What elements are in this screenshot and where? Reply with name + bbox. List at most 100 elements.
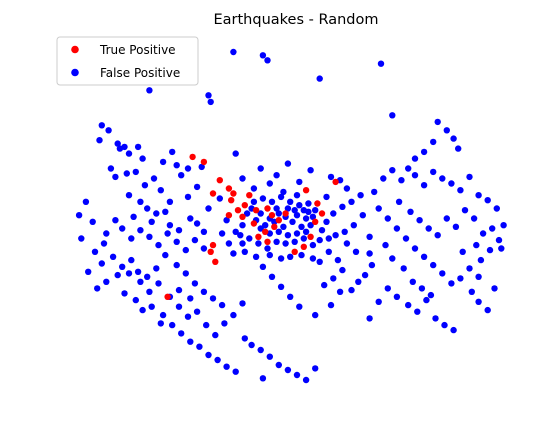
point-false-positive-261 (193, 183, 201, 191)
point-false-positive-174 (432, 315, 439, 322)
point-false-positive-251 (173, 238, 180, 245)
point-false-positive-58 (232, 228, 239, 235)
point-false-positive-266 (203, 321, 210, 329)
point-false-positive-250 (164, 230, 171, 237)
point-false-positive-247 (137, 227, 144, 234)
point-false-positive-165 (455, 145, 462, 152)
point-false-positive-258 (148, 218, 155, 225)
point-false-positive-297 (296, 303, 303, 310)
point-false-positive-95 (241, 335, 248, 342)
point-false-positive-292 (382, 241, 389, 249)
point-false-positive-268 (221, 320, 228, 327)
point-false-positive-200 (302, 215, 310, 222)
point-false-positive-125 (411, 172, 419, 179)
point-false-positive-233 (325, 235, 332, 242)
point-false-positive-172 (414, 308, 421, 315)
point-false-positive-81 (94, 285, 101, 292)
point-false-positive-28 (284, 160, 292, 167)
point-false-positive-248 (146, 233, 153, 240)
point-false-positive-14 (121, 143, 128, 151)
point-false-positive-178 (366, 315, 373, 322)
point-false-positive-191 (287, 198, 294, 205)
legend-marker-false-positive (71, 68, 79, 77)
point-false-positive-78 (218, 301, 226, 309)
point-false-positive-126 (420, 182, 428, 189)
point-false-positive-259 (166, 198, 174, 205)
point-false-positive-55 (205, 205, 212, 212)
point-false-positive-5 (146, 87, 153, 94)
point-false-positive-10 (105, 127, 112, 134)
point-false-positive-16 (134, 143, 142, 151)
point-false-positive-119 (366, 233, 373, 240)
point-false-positive-289 (418, 285, 426, 292)
point-false-positive-65 (100, 240, 108, 247)
point-false-positive-7 (207, 98, 214, 106)
point-false-positive-42 (141, 182, 149, 189)
point-false-positive-117 (350, 222, 357, 229)
point-false-positive-97 (257, 346, 264, 354)
point-false-positive-221 (239, 222, 246, 229)
point-false-positive-8 (389, 112, 396, 119)
point-true-positive-9 (234, 207, 242, 214)
point-false-positive-96 (248, 341, 255, 349)
point-false-positive-85 (148, 303, 155, 310)
point-false-positive-206 (289, 218, 296, 225)
point-false-positive-152 (416, 217, 423, 224)
point-false-positive-37 (323, 193, 330, 201)
point-false-positive-38 (107, 165, 115, 172)
point-false-positive-30 (307, 167, 314, 174)
point-false-positive-235 (218, 230, 226, 237)
point-false-positive-195 (257, 210, 264, 217)
point-false-positive-53 (193, 220, 201, 227)
point-false-positive-41 (132, 168, 139, 176)
point-false-positive-72 (162, 251, 169, 259)
point-false-positive-227 (282, 240, 289, 247)
point-false-positive-99 (275, 361, 282, 369)
point-false-positive-51 (175, 227, 183, 234)
point-false-positive-231 (318, 227, 326, 234)
point-false-positive-298 (287, 293, 294, 300)
point-false-positive-285 (459, 248, 466, 255)
point-false-positive-110 (361, 271, 369, 279)
point-false-positive-154 (434, 232, 441, 239)
legend-marker-true-positive (71, 45, 79, 54)
point-false-positive-86 (159, 311, 167, 319)
legend-frame (56, 36, 199, 86)
point-false-positive-139 (466, 265, 473, 272)
point-false-positive-155 (443, 215, 450, 222)
point-false-positive-69 (134, 268, 142, 275)
point-false-positive-134 (493, 205, 500, 212)
point-false-positive-228 (291, 238, 298, 245)
point-false-positive-274 (157, 320, 164, 327)
point-false-positive-39 (112, 173, 119, 181)
point-false-positive-147 (393, 225, 401, 232)
point-false-positive-84 (139, 306, 146, 314)
point-false-positive-254 (200, 245, 208, 252)
point-false-positive-157 (461, 207, 469, 214)
point-false-positive-198 (284, 205, 292, 212)
point-false-positive-300 (268, 273, 276, 280)
point-false-positive-160 (489, 225, 496, 232)
point-false-positive-90 (196, 343, 203, 350)
point-true-positive-20 (255, 233, 262, 240)
point-false-positive-209 (257, 225, 264, 232)
point-false-positive-190 (277, 193, 285, 201)
legend-label-true-positive: True Positive (99, 43, 176, 57)
point-false-positive-133 (484, 197, 491, 204)
point-false-positive-242 (298, 251, 305, 259)
point-false-positive-208 (307, 222, 314, 229)
point-false-positive-290 (427, 291, 435, 299)
point-false-positive-237 (241, 248, 248, 255)
point-false-positive-181 (484, 306, 491, 314)
point-false-positive-1 (259, 52, 267, 59)
point-false-positive-201 (312, 207, 319, 214)
point-false-positive-279 (98, 260, 106, 267)
point-false-positive-18 (159, 158, 167, 166)
point-false-positive-257 (130, 213, 137, 220)
point-false-positive-70 (144, 273, 151, 280)
point-false-positive-25 (239, 175, 246, 182)
point-false-positive-23 (198, 163, 205, 171)
point-false-positive-131 (466, 173, 473, 181)
point-false-positive-264 (187, 295, 194, 302)
point-false-positive-50 (166, 222, 174, 229)
